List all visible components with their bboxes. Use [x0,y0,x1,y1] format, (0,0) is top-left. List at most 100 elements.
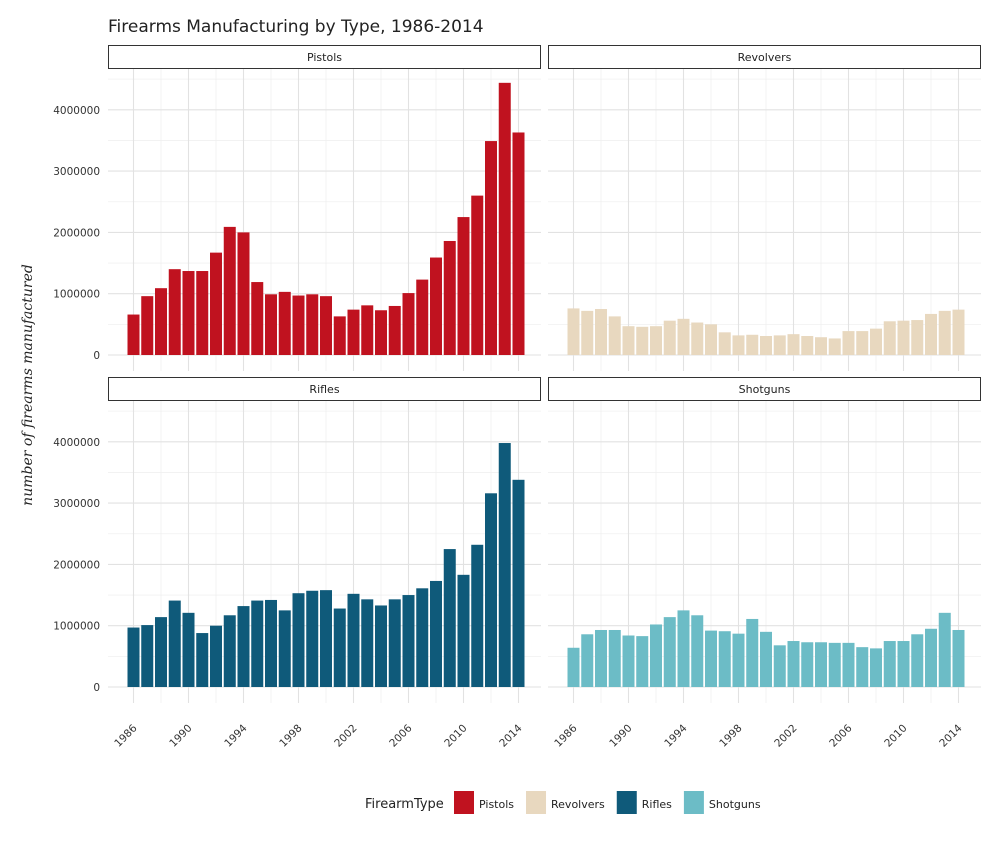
bar-rifles-2009 [443,549,456,687]
legend-label-shotguns: Shotguns [709,798,761,811]
x-tick-label: 1994 [222,722,250,750]
strip-label: Rifles [309,383,339,396]
bar-pistols-1990 [182,271,195,355]
bar-revolvers-1994 [677,318,690,355]
bar-pistols-1992 [210,252,222,355]
bar-revolvers-1993 [663,320,676,355]
bar-rifles-1996 [265,599,277,687]
y-tick-label: 2000000 [53,559,100,571]
strip-pistols [108,45,541,69]
bar-shotguns-2012 [925,628,937,687]
bar-pistols-1991 [196,271,209,355]
bar-pistols-2013 [498,82,511,355]
bar-shotguns-2014 [952,629,965,687]
x-tick-label: 2006 [827,722,855,750]
y-tick-label: 4000000 [53,105,100,117]
x-tick-label: 1986 [552,722,580,750]
legend-swatch-rifles [616,791,637,814]
bar-shotguns-1998 [732,633,745,687]
bar-pistols-2004 [375,310,387,355]
bar-revolvers-1990 [622,326,635,355]
y-tick-label: 2000000 [53,227,100,239]
bar-shotguns-1991 [636,636,649,687]
bar-rifles-1992 [210,625,222,687]
bar-rifles-2012 [485,493,497,687]
y-tick-label: 0 [93,350,100,362]
bar-shotguns-1990 [622,635,635,687]
x-tick-label: 2014 [937,722,965,750]
bar-shotguns-2013 [938,612,951,687]
legend-title: FirearmType [365,797,444,812]
bar-pistols-1993 [223,226,236,355]
bar-pistols-1994 [237,232,250,355]
bar-revolvers-1986 [567,308,580,355]
bar-pistols-2014 [512,132,525,355]
bar-rifles-2011 [471,544,484,687]
bar-revolvers-2002 [787,334,800,355]
bar-shotguns-1992 [650,624,662,687]
bar-pistols-1996 [265,294,277,355]
bar-revolvers-2013 [938,310,951,355]
bar-revolvers-1992 [650,326,662,355]
x-tick-label: 1990 [607,722,634,749]
bar-revolvers-1995 [691,322,704,355]
legend-swatch-revolvers [526,791,547,814]
bar-revolvers-2000 [760,335,772,355]
bar-rifles-2005 [388,599,401,687]
bar-pistols-2008 [430,257,442,355]
y-tick-label: 1000000 [53,621,100,633]
bar-revolvers-2012 [925,313,937,355]
bar-pistols-1997 [278,291,291,355]
bar-rifles-2014 [512,479,525,687]
bar-revolvers-1996 [705,324,717,355]
bar-rifles-2010 [457,574,470,687]
bar-pistols-2001 [333,316,346,355]
bar-rifles-2006 [402,595,415,687]
legend-label-revolvers: Revolvers [551,798,605,811]
bar-pistols-2005 [388,305,401,355]
panel-rifles: Rifles 0 1000000 2000000 3000000 4000000 1986 1… [53,377,541,750]
bar-revolvers-2003 [801,335,814,355]
bar-shotguns-1996 [705,630,717,687]
bar-pistols-2009 [443,240,456,355]
legend-label-rifles: Rifles [642,798,672,811]
bar-pistols-1999 [306,294,319,355]
bar-rifles-1988 [155,617,167,687]
bar-rifles-2007 [416,588,429,687]
bar-rifles-2004 [375,605,387,687]
legend-label-pistols: Pistols [479,798,514,811]
bar-revolvers-1989 [608,316,621,355]
bar-shotguns-1999 [746,618,759,687]
bar-shotguns-1997 [718,631,731,687]
bar-rifles-2013 [498,443,511,687]
bar-rifles-2000 [320,590,332,687]
bar-rifles-2001 [333,608,346,687]
bar-rifles-1990 [182,612,195,687]
y-tick-label: 3000000 [53,498,100,510]
y-axis-title: number of firearms manufactured [20,264,36,506]
strip-label: Revolvers [738,51,792,64]
bar-shotguns-2007 [856,647,869,687]
bar-revolvers-2014 [952,309,965,355]
bar-shotguns-2005 [828,642,841,687]
bar-shotguns-1987 [581,634,594,687]
bar-pistols-1988 [155,288,167,355]
strip-shotguns [548,377,981,401]
bar-rifles-1989 [168,600,181,687]
bar-shotguns-2009 [883,641,896,687]
bar-pistols-2002 [347,309,360,355]
panel-revolvers: Revolvers [548,45,981,371]
bar-shotguns-2001 [773,645,786,687]
bar-revolvers-1987 [581,310,594,355]
bar-rifles-2003 [361,599,374,687]
strip-label: Shotguns [739,383,791,396]
bar-revolvers-2006 [842,331,855,355]
bar-rifles-1986 [127,627,140,687]
bar-shotguns-1994 [677,610,690,687]
x-tick-label: 1998 [277,722,304,749]
y-tick-label: 0 [93,682,100,694]
bar-revolvers-1997 [718,332,731,355]
bar-rifles-1987 [141,625,154,687]
bar-revolvers-1998 [732,335,745,355]
